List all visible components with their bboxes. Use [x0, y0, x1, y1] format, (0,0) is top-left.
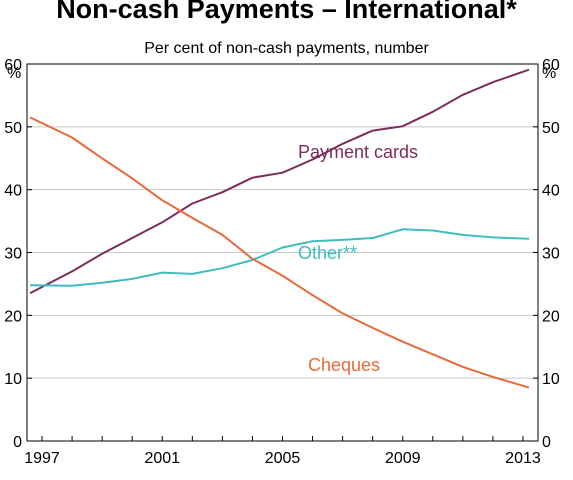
gridlines [27, 63, 538, 379]
series-line-payment-cards [29, 68, 530, 295]
x-tick-2005: 2005 [265, 450, 301, 467]
y-tick-left-10: 10 [4, 371, 22, 388]
tick-labels: 0 0 10 10 20 20 30 30 40 40 50 50 60 60 1997 2001 2005 20… [4, 57, 560, 467]
series-line-other [29, 228, 530, 287]
x-tick-2001: 2001 [144, 450, 180, 467]
y-axis-unit-right: % [542, 65, 556, 82]
y-tick-left-60: 60 [4, 57, 22, 74]
chart-title: Non-cash Payments – International* [56, 0, 517, 24]
series-label-other: Other** [298, 243, 357, 263]
y-tick-left-50: 50 [4, 120, 22, 137]
series-lines [29, 68, 530, 389]
chart-subtitle: Per cent of non-cash payments, number [144, 40, 429, 57]
y-tick-left-20: 20 [4, 308, 22, 325]
series-line-cheques [29, 116, 530, 389]
y-tick-right-30: 30 [542, 246, 560, 263]
y-tick-left-0: 0 [13, 434, 22, 451]
y-tick-right-0: 0 [542, 434, 551, 451]
y-tick-right-60: 60 [542, 57, 560, 74]
y-tick-left-30: 30 [4, 246, 22, 263]
plot-frame [26, 63, 539, 442]
y-tick-right-20: 20 [542, 308, 560, 325]
series-label-payment-cards: Payment cards [298, 142, 418, 162]
y-tick-right-10: 10 [542, 371, 560, 388]
y-tick-left-40: 40 [4, 183, 22, 200]
x-tick-1997: 1997 [24, 450, 60, 467]
plot-border [26, 63, 539, 442]
y-axis-unit-left: % [7, 65, 21, 82]
y-tick-right-50: 50 [542, 120, 560, 137]
y-tick-right-40: 40 [542, 183, 560, 200]
series-label-cheques: Cheques [308, 355, 380, 375]
x-tick-2009: 2009 [385, 450, 421, 467]
x-tick-2013: 2013 [505, 450, 541, 467]
